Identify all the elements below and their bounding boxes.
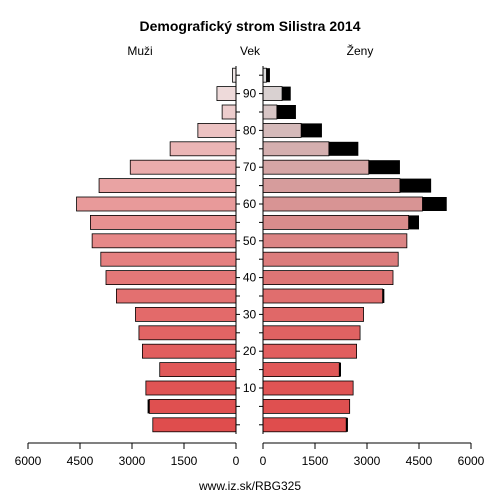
female-bar [262, 178, 401, 194]
female-x-tick-label: 3000 [354, 454, 381, 468]
female-excess-bar [301, 123, 322, 138]
male-bar [91, 233, 237, 249]
male-bar [100, 251, 237, 267]
chart-title: Demografický strom Silistra 2014 [140, 18, 361, 34]
age-tick-label: 40 [243, 271, 257, 285]
female-excess-bar [339, 362, 341, 377]
female-bar [262, 86, 283, 101]
female-excess-bar [422, 197, 447, 211]
male-bars [76, 67, 237, 433]
female-x-tick-label: 6000 [458, 454, 485, 468]
male-bar [129, 159, 237, 175]
male-bar [221, 104, 237, 120]
female-bar [262, 343, 357, 359]
age-tick-label: 30 [243, 307, 257, 321]
axes: 10 20 30 40 50 60 70 80 90 6000 4500 3000 1500 0 0 1500… [15, 66, 485, 468]
female-bar [262, 233, 408, 249]
male-x-tick-label: 4500 [67, 454, 94, 468]
female-bar [262, 123, 302, 138]
male-bar [145, 380, 237, 396]
female-bar [262, 214, 410, 230]
age-tick-label: 70 [243, 160, 257, 174]
female-bar [262, 270, 394, 286]
female-bar [262, 306, 364, 322]
female-excess-bar [266, 68, 270, 83]
female-bar [262, 196, 423, 212]
male-bar [141, 343, 237, 359]
female-excess-bar [382, 289, 385, 303]
male-x-tick-label: 0 [233, 454, 240, 468]
male-bar [76, 196, 237, 212]
male-bar [216, 86, 237, 101]
male-bar [116, 288, 237, 304]
male-bar [169, 141, 237, 157]
male-bar [135, 306, 237, 322]
age-tick-label: 10 [243, 381, 257, 395]
male-bar [232, 67, 237, 83]
female-x-tick-label: 0 [260, 454, 267, 468]
male-x-tick-label: 6000 [15, 454, 42, 468]
female-bar [262, 288, 383, 304]
male-x-tick-label: 3000 [119, 454, 146, 468]
age-tick-label: 60 [243, 197, 257, 211]
female-excess-bar [399, 178, 432, 193]
female-bar [262, 398, 351, 414]
female-excess-bar [408, 215, 419, 230]
female-bar [262, 104, 278, 120]
male-bar [197, 123, 237, 138]
female-bar [262, 159, 370, 175]
female-bars [262, 67, 447, 433]
female-bar [262, 251, 399, 267]
female-x-tick-label: 4500 [406, 454, 433, 468]
female-bar [262, 380, 354, 396]
male-bar [105, 270, 237, 286]
female-excess-bar [328, 141, 359, 156]
male-bar [152, 417, 237, 433]
male-bar [159, 362, 237, 378]
male-excess-bar [147, 399, 150, 414]
female-bar [262, 362, 340, 378]
age-tick-label: 20 [243, 344, 257, 358]
male-x-tick-label: 1500 [171, 454, 198, 468]
age-tick-label: 80 [243, 123, 257, 137]
male-bar [98, 178, 237, 194]
right-label-women: Ženy [347, 43, 374, 58]
male-bar [138, 325, 237, 341]
male-bar [90, 214, 237, 230]
footer-url: www.iz.sk/RBG325 [198, 479, 301, 493]
female-excess-bar [282, 86, 291, 101]
female-bar [262, 417, 347, 433]
female-excess-bar [346, 417, 348, 432]
left-label-men: Muži [127, 44, 152, 58]
age-tick-label: 90 [243, 87, 257, 101]
female-bar [262, 67, 267, 83]
female-bar [262, 141, 330, 157]
male-bar [148, 398, 237, 414]
female-excess-bar [368, 160, 400, 175]
female-excess-bar [276, 105, 296, 119]
center-label-age: Vek [240, 44, 261, 58]
age-tick-label: 50 [243, 234, 257, 248]
female-bar [262, 325, 361, 341]
female-x-tick-label: 1500 [302, 454, 329, 468]
